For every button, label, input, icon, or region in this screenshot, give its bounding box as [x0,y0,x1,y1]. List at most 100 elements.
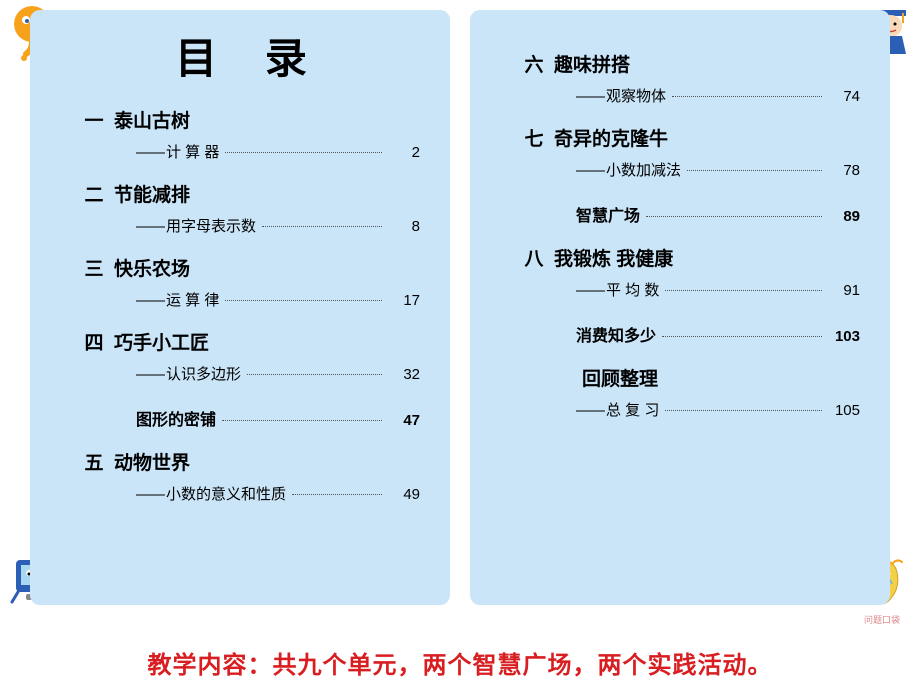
page-number: 49 [388,486,420,503]
toc-entry: 六趣味拼搭 ——观察物体 74 [520,50,860,106]
leader-dots [225,300,382,301]
subtitle: 小数加减法 [606,159,681,180]
chapter-number: 四 [80,328,108,355]
dash-icon: —— [136,144,164,161]
page-number: 74 [828,88,860,105]
dash-icon: —— [576,282,604,299]
leader-dots [225,152,382,153]
toc-entry: 一泰山古树 ——计 算 器 2 [80,106,420,162]
toc-title: 目 录 [80,25,420,86]
subtitle: 平 均 数 [606,279,659,300]
extra-label: 智慧广场 [576,202,640,226]
entry-sub: ——小数的意义和性质 49 [136,483,420,504]
toc-entry: 七奇异的克隆牛 ——小数加减法 78 智慧广场 89 [520,124,860,226]
leader-dots [662,336,822,337]
toc-entry: 三快乐农场 ——运 算 律 17 [80,254,420,310]
pages-container: 目 录 一泰山古树——计 算 器2二节能减排——用字母表示数8三快乐农场——运 … [0,0,920,615]
chapter-number: 八 [520,244,548,271]
chapter-title: 回顾整理 [582,364,658,391]
subtitle: 认识多边形 [166,363,241,384]
pocket-label: 问题口袋 [864,613,900,626]
toc-entry: 八我锻炼 我健康 ——平 均 数 91 消费知多少 103 [520,244,860,346]
dash-icon: —— [136,486,164,503]
dash-icon: —— [136,292,164,309]
chapter-title: 节能减排 [114,180,190,207]
entry-extra: 图形的密铺 47 [136,406,420,430]
leader-dots [292,494,382,495]
dash-icon: —— [576,88,604,105]
chapter-title: 我锻炼 我健康 [554,244,673,271]
chapter-title: 趣味拼搭 [554,50,630,77]
chapter-number: 二 [80,180,108,207]
entry-main: 七奇异的克隆牛 [520,124,860,151]
leader-dots [247,374,382,375]
page-number: 17 [388,292,420,309]
leader-dots [646,216,822,217]
toc-entry: 五动物世界 ——小数的意义和性质 49 [80,448,420,504]
entry-sub: ——认识多边形 32 [136,363,420,384]
entry-sub: ——小数加减法 78 [576,159,860,180]
entry-main: 六趣味拼搭 [520,50,860,77]
entry-main: 五动物世界 [80,448,420,475]
summary-text: 教学内容：共九个单元，两个智慧广场，两个实践活动。 [0,645,920,680]
left-toc-list: 一泰山古树——计 算 器2二节能减排——用字母表示数8三快乐农场——运 算 律1… [80,106,420,504]
chapter-title: 奇异的克隆牛 [554,124,668,151]
toc-entry: 回顾整理 ——总 复 习 105 [520,364,860,420]
leader-dots [222,420,382,421]
page-number: 2 [388,144,420,161]
page-number: 89 [828,208,860,225]
entry-main: 二节能减排 [80,180,420,207]
entry-sub: ——观察物体 74 [576,85,860,106]
page-number: 32 [388,366,420,383]
entry-main: 回顾整理 [576,364,860,391]
entry-main: 四巧手小工匠 [80,328,420,355]
page-number: 103 [828,328,860,345]
page-number: 8 [388,218,420,235]
chapter-number: 五 [80,448,108,475]
chapter-number: 七 [520,124,548,151]
toc-entry: 二节能减排 ——用字母表示数 8 [80,180,420,236]
dash-icon: —— [136,218,164,235]
chapter-number: 六 [520,50,548,77]
entry-extra: 智慧广场 89 [576,202,860,226]
chapter-title: 快乐农场 [114,254,190,281]
leader-dots [672,96,822,97]
entry-sub: ——运 算 律 17 [136,289,420,310]
entry-extra: 消费知多少 103 [576,322,860,346]
leader-dots [687,170,822,171]
dash-icon: —— [576,402,604,419]
dash-icon: —— [576,162,604,179]
subtitle: 总 复 习 [606,399,659,420]
subtitle: 小数的意义和性质 [166,483,286,504]
entry-sub: ——平 均 数 91 [576,279,860,300]
page-number: 47 [388,412,420,429]
chapter-title: 泰山古树 [114,106,190,133]
page-number: 78 [828,162,860,179]
subtitle: 用字母表示数 [166,215,256,236]
leader-dots [665,410,822,411]
chapter-number: 三 [80,254,108,281]
extra-label: 消费知多少 [576,322,656,346]
chapter-title: 巧手小工匠 [114,328,209,355]
page-number: 105 [828,402,860,419]
toc-entry: 四巧手小工匠 ——认识多边形 32 图形的密铺 47 [80,328,420,430]
dash-icon: —— [136,366,164,383]
subtitle: 运 算 律 [166,289,219,310]
entry-main: 八我锻炼 我健康 [520,244,860,271]
leader-dots [665,290,822,291]
entry-main: 三快乐农场 [80,254,420,281]
page-number: 91 [828,282,860,299]
entry-sub: ——用字母表示数 8 [136,215,420,236]
entry-main: 一泰山古树 [80,106,420,133]
chapter-number: 一 [80,106,108,133]
subtitle: 观察物体 [606,85,666,106]
left-page: 目 录 一泰山古树——计 算 器2二节能减排——用字母表示数8三快乐农场——运 … [30,10,450,605]
entry-sub: ——总 复 习 105 [576,399,860,420]
right-page: 六趣味拼搭——观察物体74七奇异的克隆牛——小数加减法78智慧广场89八我锻炼 … [470,10,890,605]
entry-sub: ——计 算 器 2 [136,141,420,162]
extra-label: 图形的密铺 [136,406,216,430]
subtitle: 计 算 器 [166,141,219,162]
right-toc-list: 六趣味拼搭——观察物体74七奇异的克隆牛——小数加减法78智慧广场89八我锻炼 … [520,50,860,420]
chapter-title: 动物世界 [114,448,190,475]
leader-dots [262,226,382,227]
